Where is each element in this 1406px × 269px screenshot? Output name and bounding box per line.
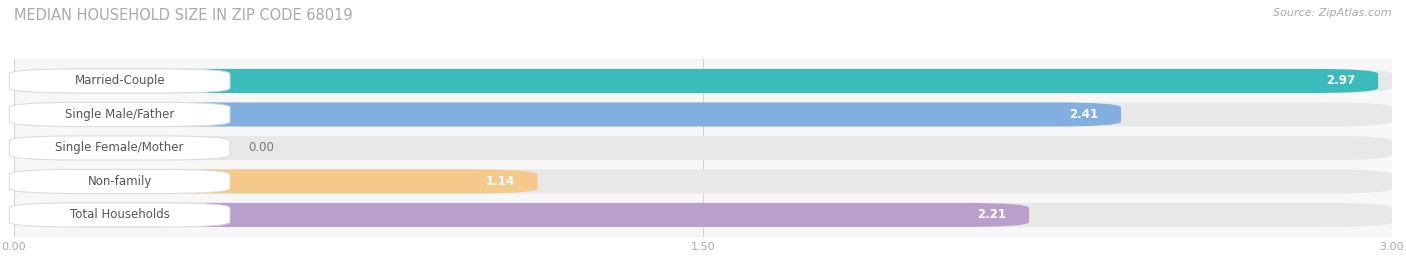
Text: Single Male/Father: Single Male/Father [65, 108, 174, 121]
Text: 1.14: 1.14 [485, 175, 515, 188]
Text: 2.41: 2.41 [1069, 108, 1098, 121]
Text: Non-family: Non-family [87, 175, 152, 188]
Text: 0.00: 0.00 [249, 141, 274, 154]
FancyBboxPatch shape [14, 203, 1029, 227]
FancyBboxPatch shape [14, 169, 537, 193]
FancyBboxPatch shape [14, 102, 1121, 126]
Text: MEDIAN HOUSEHOLD SIZE IN ZIP CODE 68019: MEDIAN HOUSEHOLD SIZE IN ZIP CODE 68019 [14, 8, 353, 23]
FancyBboxPatch shape [14, 203, 1392, 227]
FancyBboxPatch shape [10, 203, 231, 227]
Text: Single Female/Mother: Single Female/Mother [55, 141, 184, 154]
FancyBboxPatch shape [10, 69, 231, 93]
Text: Total Households: Total Households [70, 208, 170, 221]
FancyBboxPatch shape [14, 136, 1392, 160]
FancyBboxPatch shape [14, 69, 1392, 93]
FancyBboxPatch shape [14, 169, 1392, 193]
Text: Source: ZipAtlas.com: Source: ZipAtlas.com [1274, 8, 1392, 18]
Text: Married-Couple: Married-Couple [75, 75, 165, 87]
Text: 2.21: 2.21 [977, 208, 1007, 221]
FancyBboxPatch shape [10, 136, 231, 160]
FancyBboxPatch shape [14, 102, 1392, 126]
Text: 2.97: 2.97 [1326, 75, 1355, 87]
FancyBboxPatch shape [10, 102, 231, 126]
FancyBboxPatch shape [14, 69, 1378, 93]
FancyBboxPatch shape [10, 169, 231, 193]
